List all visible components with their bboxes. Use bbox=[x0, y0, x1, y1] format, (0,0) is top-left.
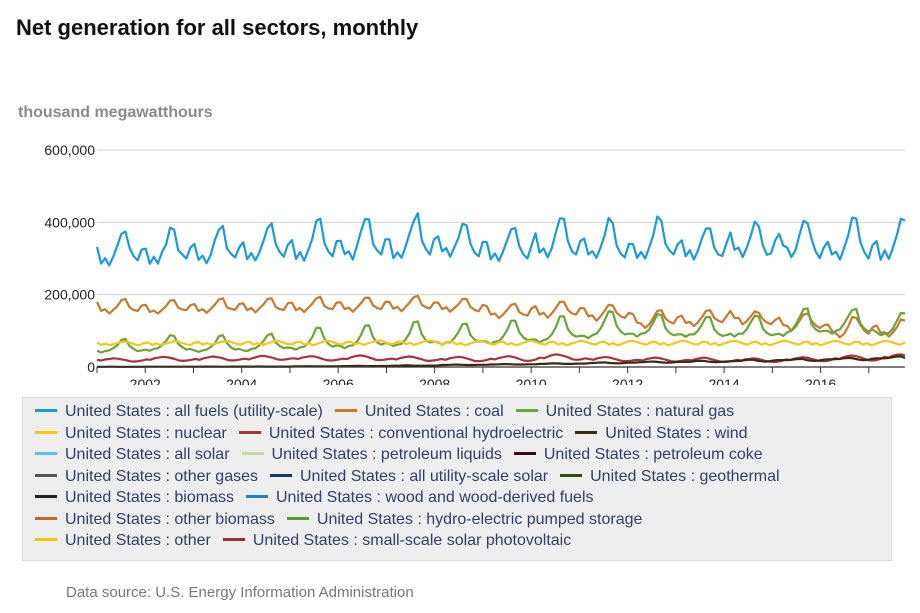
legend-label: United States : conventional hydroelectr… bbox=[268, 424, 564, 442]
y-tick-label: 0 bbox=[87, 359, 95, 375]
legend-item[interactable]: United States : small-scale solar photov… bbox=[222, 532, 572, 550]
legend-row: United States : other gases United States… bbox=[35, 468, 881, 490]
legend-label: United States : nuclear bbox=[65, 424, 227, 442]
legend-label: United States : all fuels (utility-scale… bbox=[65, 403, 323, 420]
y-tick-label: 600,000 bbox=[44, 142, 95, 158]
legend-swatch bbox=[245, 495, 268, 499]
series-lines[interactable] bbox=[95, 212, 906, 368]
legend-item[interactable]: United States : wind bbox=[575, 424, 748, 443]
legend-swatch bbox=[334, 409, 357, 413]
legend-swatch bbox=[35, 452, 57, 456]
x-tick-label: 2002 bbox=[130, 376, 161, 385]
x-tick-label: 2010 bbox=[516, 376, 547, 385]
legend-row: United States : nuclear United States : c… bbox=[35, 425, 881, 447]
legend-item[interactable]: United States : other gases bbox=[35, 468, 258, 486]
legend-label: United States : petroleum coke bbox=[543, 446, 763, 463]
legend-label: United States : all utility-scale solar bbox=[300, 467, 549, 485]
series-line[interactable] bbox=[96, 307, 906, 354]
x-tick-label: 2016 bbox=[805, 376, 836, 385]
y-axis-ticks: 0 200,000 400,000 600,000 bbox=[44, 142, 95, 375]
series-line[interactable] bbox=[96, 339, 906, 347]
legend-swatch bbox=[35, 538, 57, 542]
legend-label: United States : all solar bbox=[65, 446, 230, 463]
legend-swatch bbox=[513, 452, 536, 456]
legend-swatch bbox=[241, 452, 264, 456]
legend-label: United States : other bbox=[65, 532, 211, 549]
legend-item[interactable]: United States : natural gas bbox=[515, 403, 735, 421]
legend-swatch bbox=[35, 430, 57, 434]
x-tick-label: 2014 bbox=[709, 376, 740, 385]
legend-swatch bbox=[270, 473, 292, 477]
legend-item[interactable]: United States : other biomass bbox=[35, 511, 275, 529]
legend-label: United States : other biomass bbox=[65, 510, 275, 528]
legend-row: United States : biomass United States : w… bbox=[35, 489, 881, 511]
legend-swatch bbox=[238, 430, 261, 434]
legend-label: United States : other gases bbox=[65, 467, 258, 485]
x-tick-label: 2004 bbox=[226, 376, 257, 385]
legend-item[interactable]: United States : all fuels (utility-scale… bbox=[35, 403, 323, 421]
legend-item[interactable]: United States : all utility-scale solar bbox=[270, 468, 548, 486]
legend-swatch bbox=[35, 516, 57, 520]
y-axis-units-label: thousand megawatthours bbox=[18, 104, 213, 121]
legend-label: United States : wood and wood-derived fu… bbox=[275, 489, 594, 506]
legend-item[interactable]: United States : nuclear bbox=[35, 425, 227, 443]
legend-item[interactable]: United States : petroleum coke bbox=[513, 446, 763, 464]
legend-item[interactable]: United States : conventional hydroelectr… bbox=[238, 424, 564, 443]
series-line[interactable] bbox=[95, 212, 906, 267]
legend-label: United States : small-scale solar photov… bbox=[252, 532, 572, 549]
y-tick-label: 200,000 bbox=[44, 287, 95, 303]
legend-swatch bbox=[35, 409, 57, 413]
x-axis: 2002 2004 2006 2008 2010 2012 2014 2016 bbox=[96, 366, 905, 385]
y-tick-label: 400,000 bbox=[44, 214, 95, 230]
legend: United States : all fuels (utility-scale… bbox=[22, 397, 892, 561]
legend-label: United States : biomass bbox=[65, 489, 234, 506]
legend-row: United States : all solar United States :… bbox=[35, 446, 881, 468]
legend-row: United States : other biomass United Stat… bbox=[35, 511, 881, 533]
legend-item[interactable]: United States : all solar bbox=[35, 446, 230, 464]
legend-label: United States : geothermal bbox=[590, 467, 780, 485]
legend-swatch bbox=[286, 516, 309, 520]
chart-title: Net generation for all sectors, monthly bbox=[16, 15, 419, 40]
legend-label: United States : natural gas bbox=[545, 403, 735, 420]
x-tick-label: 2008 bbox=[419, 376, 450, 385]
x-tick-label: 2006 bbox=[323, 376, 354, 385]
legend-row: United States : other United States : sma… bbox=[35, 532, 881, 554]
legend-item[interactable]: United States : wood and wood-derived fu… bbox=[245, 489, 594, 507]
legend-swatch bbox=[222, 538, 245, 542]
legend-item[interactable]: United States : other bbox=[35, 532, 211, 550]
legend-swatch bbox=[515, 409, 538, 413]
legend-swatch bbox=[560, 473, 583, 477]
data-source-note: Data source: U.S. Energy Information Adm… bbox=[66, 584, 414, 601]
legend-item[interactable]: United States : coal bbox=[334, 403, 504, 421]
series-line[interactable] bbox=[95, 294, 906, 339]
legend-item[interactable]: United States : hydro-electric pumped st… bbox=[286, 510, 643, 529]
legend-label: United States : petroleum liquids bbox=[271, 446, 502, 463]
legend-item[interactable]: United States : geothermal bbox=[560, 467, 780, 486]
legend-swatch bbox=[35, 473, 57, 477]
legend-item[interactable]: United States : biomass bbox=[35, 489, 234, 507]
legend-swatch bbox=[35, 495, 57, 499]
legend-label: United States : coal bbox=[364, 403, 504, 420]
legend-item[interactable]: United States : petroleum liquids bbox=[241, 446, 502, 464]
x-tick-label: 2012 bbox=[612, 376, 643, 385]
legend-row: United States : all fuels (utility-scale… bbox=[35, 403, 881, 425]
legend-label: United States : wind bbox=[605, 424, 748, 442]
legend-swatch bbox=[575, 430, 598, 434]
legend-label: United States : hydro-electric pumped st… bbox=[316, 510, 643, 528]
